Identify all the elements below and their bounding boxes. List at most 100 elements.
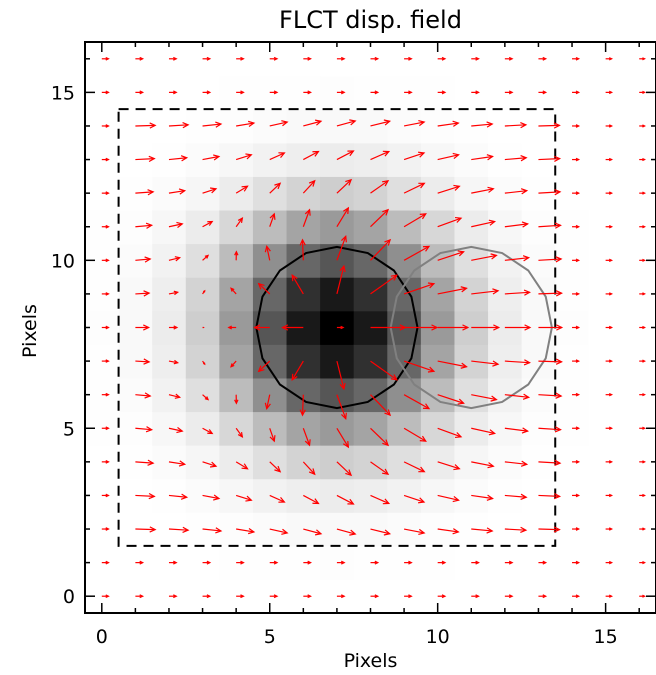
- vector-arrow: [135, 222, 154, 229]
- vector-arrow: [437, 461, 461, 471]
- vector-arrow: [302, 461, 316, 476]
- vector-arrow: [504, 460, 529, 467]
- vector-arrow: [605, 225, 614, 229]
- vector-arrow: [605, 493, 614, 498]
- vector-arrow: [538, 526, 561, 533]
- vector-arrow: [336, 560, 346, 565]
- vector-arrow: [639, 57, 646, 61]
- vector-arrow: [639, 325, 646, 330]
- vector-arrow: [336, 119, 357, 127]
- vector-arrow: [370, 56, 380, 61]
- vector-arrow: [605, 359, 614, 363]
- vector-arrow: [504, 427, 530, 434]
- vector-arrow: [101, 426, 110, 431]
- x-tick-label: 5: [264, 626, 276, 648]
- vector-arrow: [336, 235, 347, 261]
- vector-arrow: [303, 528, 323, 536]
- vector-arrow: [101, 258, 110, 263]
- vector-arrow: [639, 191, 646, 195]
- axis-ticks: 0 5 10 15 0 5 10 15: [51, 42, 656, 648]
- vector-arrow: [370, 528, 392, 536]
- vector-arrow: [269, 56, 279, 61]
- vector-arrow: [437, 152, 460, 161]
- vector-arrow: [538, 392, 563, 399]
- vector-arrow: [605, 392, 614, 397]
- vector-arrow: [437, 494, 460, 503]
- vector-arrow: [236, 560, 245, 565]
- vector-arrow: [538, 155, 562, 162]
- vector-arrow: [538, 189, 562, 196]
- vector-arrow: [269, 461, 282, 473]
- heatmap-cell: [219, 277, 254, 312]
- vector-arrow: [403, 245, 431, 261]
- vector-arrow: [471, 461, 495, 469]
- vector-arrow: [504, 594, 514, 599]
- vector-arrow: [257, 360, 271, 373]
- vector-arrow: [572, 258, 581, 263]
- vector-arrow: [264, 394, 271, 410]
- vector-arrow: [639, 157, 646, 162]
- vector-arrow: [302, 428, 311, 447]
- vector-arrow: [437, 594, 447, 599]
- vector-arrow: [471, 56, 480, 61]
- vector-arrow: [370, 180, 390, 194]
- vector-arrow: [234, 394, 239, 405]
- vector-arrow: [202, 394, 210, 401]
- vector-arrow: [281, 324, 304, 331]
- vector-arrow: [504, 359, 531, 366]
- vector-arrow: [135, 459, 155, 466]
- vector-arrow: [303, 90, 312, 95]
- vector-arrow: [471, 360, 500, 367]
- vector-arrow: [504, 90, 514, 95]
- vector-arrow: [202, 254, 210, 261]
- vector-arrow: [227, 325, 237, 330]
- vector-arrow: [230, 287, 237, 295]
- vector-arrow: [437, 90, 447, 95]
- vector-arrow: [269, 90, 279, 95]
- vector-arrow: [538, 493, 562, 500]
- vector-arrow: [538, 426, 562, 433]
- vector-arrow: [504, 393, 531, 400]
- vector-arrow: [269, 594, 279, 599]
- vector-arrow: [135, 290, 151, 297]
- vector-arrow: [572, 124, 581, 128]
- vector-arrow: [370, 594, 380, 599]
- vector-arrow: [605, 560, 614, 565]
- vector-arrow: [403, 461, 426, 473]
- vector-arrow: [336, 325, 345, 330]
- vector-arrow: [370, 494, 391, 505]
- vector-arrow: [336, 90, 346, 95]
- vector-arrow: [471, 527, 494, 534]
- vector-arrow: [269, 528, 289, 535]
- vector-arrow: [639, 225, 646, 229]
- vector-arrow: [235, 185, 249, 194]
- vector-arrow: [202, 154, 221, 161]
- vector-arrow: [336, 150, 355, 161]
- vector-arrow: [370, 208, 390, 228]
- vector-arrow: [269, 560, 279, 565]
- vector-arrow: [336, 494, 355, 505]
- vector-arrow: [639, 90, 646, 94]
- vector-arrow: [264, 245, 271, 261]
- vector-arrow: [101, 359, 110, 363]
- vector-arrow: [605, 460, 614, 464]
- vector-arrow: [269, 428, 276, 443]
- vector-arrow: [291, 274, 304, 295]
- vector-arrow: [504, 493, 528, 500]
- vector-arrow: [168, 155, 189, 162]
- vector-arrow: [605, 292, 614, 296]
- vector-arrow: [303, 56, 312, 61]
- vector-arrow: [370, 119, 392, 127]
- vector-arrow: [135, 189, 155, 196]
- x-tick-label: 15: [594, 626, 618, 648]
- vector-arrow: [403, 151, 426, 161]
- vector-arrow: [303, 560, 312, 565]
- vector-field-layer: [101, 56, 646, 599]
- vector-arrow: [101, 90, 110, 95]
- vector-arrow: [336, 264, 346, 295]
- vector-arrow: [471, 90, 480, 95]
- vector-arrow: [639, 124, 646, 128]
- vector-arrow: [168, 90, 178, 95]
- heatmap-cell: [286, 277, 321, 312]
- vector-arrow: [437, 120, 460, 127]
